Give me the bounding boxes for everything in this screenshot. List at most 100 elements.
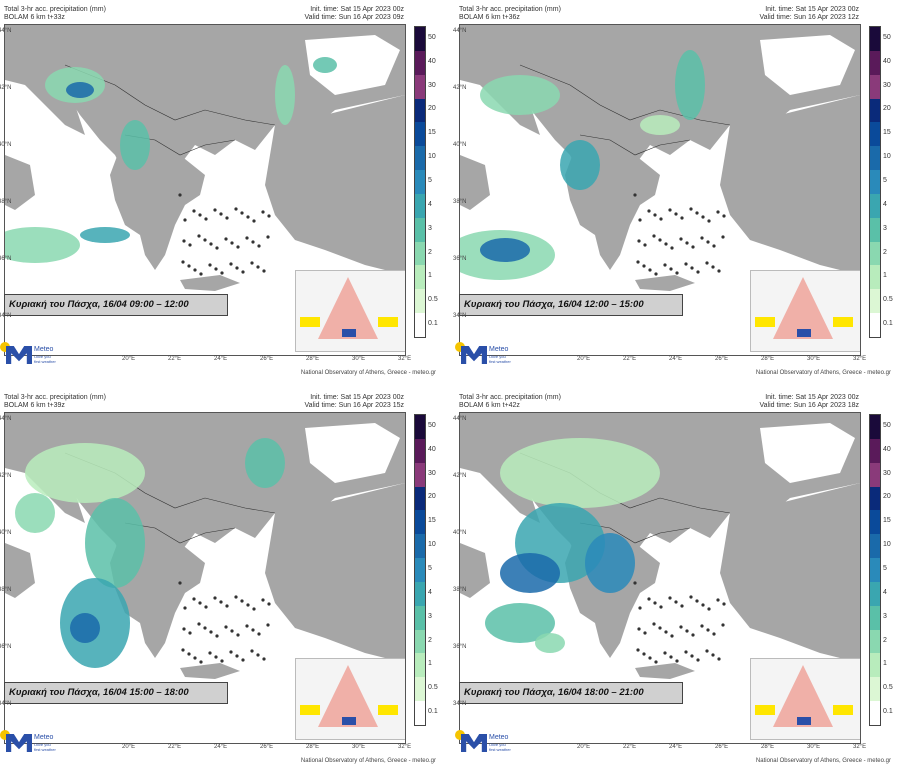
lon-label: 20°E: [122, 744, 136, 750]
lon-label: 24°E: [214, 744, 228, 750]
legend-label: 1: [883, 272, 887, 280]
lon-label: 26°E: [260, 356, 274, 362]
legend-label: 3: [883, 612, 887, 620]
legend-label: 40: [883, 445, 891, 453]
legend-label: 10: [428, 153, 436, 161]
lon-label: 28°E: [306, 356, 320, 362]
lon-label: 28°E: [761, 356, 775, 362]
legend-swatch: [870, 486, 880, 511]
legend-swatch: [415, 217, 425, 242]
legend-label: 30: [428, 81, 436, 89]
legend-swatch: [415, 438, 425, 463]
legend-swatch: [870, 415, 880, 439]
legend-label: 2: [883, 248, 887, 256]
lat-label: 42°N: [453, 85, 467, 91]
legend-swatch: [415, 534, 425, 559]
legend-label: 0.1: [883, 320, 893, 328]
legend-label: 10: [883, 541, 891, 549]
legend-swatch: [870, 462, 880, 487]
lon-label: 30°E: [352, 356, 366, 362]
precip-legend: [414, 414, 426, 726]
panel-header-right: Init. time: Sat 15 Apr 2023 00z Valid tim…: [760, 394, 860, 410]
lon-label: 26°E: [715, 744, 729, 750]
lat-label: 40°N: [0, 530, 12, 536]
lat-label: 34°N: [0, 313, 12, 319]
forecast-panel: Total 3-hr acc. precipitation (mm) BOLAM …: [453, 392, 895, 770]
legend-label: 50: [883, 33, 891, 41]
lon-label: 32°E: [853, 356, 867, 362]
lon-label: 28°E: [306, 744, 320, 750]
lat-label: 42°N: [0, 85, 12, 91]
legend-swatch: [870, 510, 880, 535]
init-time: Init. time: Sat 15 Apr 2023 00z: [310, 6, 404, 13]
lat-label: 34°N: [453, 701, 467, 707]
lat-label: 36°N: [0, 256, 12, 262]
legend-swatch: [415, 98, 425, 123]
land-turkey: [720, 483, 860, 663]
land-crete: [180, 275, 240, 291]
legend-swatch: [415, 122, 425, 147]
legend-swatch: [870, 629, 880, 654]
legend-label: 40: [428, 57, 436, 65]
legend-label: 3: [883, 224, 887, 232]
legend-swatch: [870, 677, 880, 702]
legend-label: 5: [428, 565, 432, 572]
meteo-watermark: [295, 658, 405, 740]
legend-swatch: [415, 462, 425, 487]
meteo-m-icon: [461, 346, 487, 364]
legend-swatch: [415, 170, 425, 194]
legend-label: 10: [428, 541, 436, 549]
legend-swatch: [415, 313, 425, 337]
panel-header-left: Total 3-hr acc. precipitation (mm) BOLAM …: [4, 6, 106, 22]
legend-swatch: [415, 486, 425, 511]
meteo-watermark: [295, 270, 405, 352]
legend-swatch: [870, 146, 880, 171]
precip-legend: [869, 414, 881, 726]
lon-label: 22°E: [623, 356, 637, 362]
forecast-panel: Total 3-hr acc. precipitation (mm) BOLAM …: [0, 392, 440, 770]
precipitation-map: [459, 412, 861, 744]
lon-label: 32°E: [398, 744, 412, 750]
legend-swatch: [870, 289, 880, 314]
legend-swatch: [415, 510, 425, 535]
panel-model: BOLAM 6 km t+36z: [459, 14, 520, 21]
lat-label: 40°N: [453, 530, 467, 536]
legend-label: 50: [883, 421, 891, 429]
meteo-logo: Meteo Olive you first weather: [0, 730, 90, 760]
legend-swatch: [415, 50, 425, 75]
legend-label: 20: [428, 105, 436, 113]
legend-swatch: [870, 98, 880, 123]
lon-label: 24°E: [669, 356, 683, 362]
land-crete: [180, 663, 240, 679]
init-time: Init. time: Sat 15 Apr 2023 00z: [765, 394, 859, 401]
credit-text: National Observatory of Athens, Greece -…: [300, 758, 436, 764]
panel-header-right: Init. time: Sat 15 Apr 2023 00z Valid tim…: [305, 6, 405, 22]
panel-header-left: Total 3-hr acc. precipitation (mm) BOLAM …: [459, 394, 561, 410]
meteo-logo: Meteo Olive you first weather: [455, 730, 545, 760]
logo-name: Meteo: [489, 346, 509, 353]
land-italy: [5, 25, 85, 135]
legend-label: 1: [883, 660, 887, 668]
lat-label: 34°N: [0, 701, 12, 707]
lon-label: 32°E: [398, 356, 412, 362]
legend-label: 50: [428, 421, 436, 429]
lat-label: 38°N: [0, 199, 12, 205]
legend-swatch: [415, 265, 425, 290]
land-turkey: [265, 95, 405, 275]
logo-name: Meteo: [34, 734, 54, 741]
legend-swatch: [415, 193, 425, 218]
legend-label: 20: [883, 105, 891, 113]
legend-label: 40: [428, 445, 436, 453]
forecast-panel: Total 3-hr acc. precipitation (mm) BOLAM …: [0, 4, 440, 382]
lat-label: 40°N: [453, 142, 467, 148]
lon-label: 24°E: [214, 356, 228, 362]
logo-name: Meteo: [489, 734, 509, 741]
legend-swatch: [415, 629, 425, 654]
legend-swatch: [415, 701, 425, 725]
meteo-m-icon: [6, 734, 32, 752]
legend-label: 20: [428, 493, 436, 501]
legend-swatch: [870, 170, 880, 194]
legend-label: 4: [428, 200, 432, 208]
legend-swatch: [415, 558, 425, 582]
legend-label: 10: [883, 153, 891, 161]
